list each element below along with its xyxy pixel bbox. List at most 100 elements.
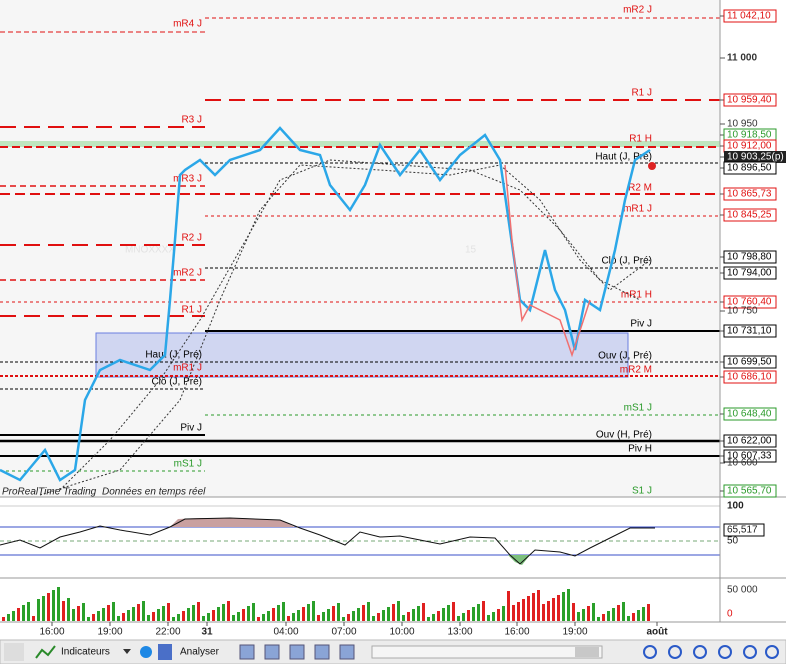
- price-box: [723, 250, 777, 264]
- price-label: 11 000: [727, 53, 757, 64]
- volume-bar: [517, 602, 520, 621]
- level-label: mR1 J: [173, 363, 202, 374]
- volume-bar: [257, 617, 260, 621]
- analyse-button[interactable]: Analyser: [180, 647, 220, 658]
- volume-bar: [132, 607, 135, 621]
- price-label: 10 896,50: [727, 163, 772, 174]
- volume-bar: [232, 615, 235, 621]
- volume-bar: [607, 611, 610, 621]
- volume-bar: [482, 601, 485, 621]
- tool-icon[interactable]: [264, 644, 280, 660]
- volume-bar: [102, 608, 105, 621]
- source: ProRealTime Trading: [2, 487, 97, 498]
- price-box: [723, 161, 777, 175]
- tool-icon[interactable]: [718, 645, 732, 659]
- price-line: [0, 126, 651, 482]
- price-label: 10 750: [727, 306, 758, 317]
- volume-bar: [337, 603, 340, 621]
- volume-bar: [362, 605, 365, 621]
- tool-icon[interactable]: [239, 644, 255, 660]
- volume-bar: [397, 601, 400, 621]
- level-label: R1 H: [629, 134, 652, 145]
- dropdown[interactable]: [123, 649, 131, 654]
- volume-bar: [512, 605, 515, 621]
- volume-bar: [247, 606, 250, 621]
- volume-bar: [497, 609, 500, 621]
- volume-bar: [287, 616, 290, 621]
- share-icon[interactable]: [140, 646, 152, 658]
- volume-bar: [142, 601, 145, 621]
- current-price-box: [724, 151, 786, 163]
- level-label: mR2 J: [623, 5, 652, 16]
- price-label: 10 865,73: [727, 189, 772, 200]
- volume-bar: [537, 590, 540, 621]
- order-marker[interactable]: [648, 162, 656, 170]
- watermark: MNOXXXX: [125, 245, 175, 256]
- time-label: 04:00: [273, 627, 298, 638]
- analyse-icon[interactable]: [158, 644, 172, 660]
- level-label: Ouv (H, Pré): [596, 430, 652, 441]
- button[interactable]: [4, 643, 24, 661]
- status: Données en temps réel: [102, 487, 206, 498]
- volume-bar: [52, 590, 55, 621]
- time-label: 07:00: [331, 627, 356, 638]
- volume-bar: [262, 614, 265, 621]
- tool-icon[interactable]: [693, 645, 707, 659]
- volume-bar: [282, 602, 285, 621]
- indicators-button[interactable]: Indicateurs: [61, 647, 110, 658]
- volume-bar: [237, 612, 240, 621]
- price-label: 10 622,00: [727, 436, 772, 447]
- volume-bar: [597, 617, 600, 621]
- volume-label: 0: [727, 609, 733, 620]
- tool-icon[interactable]: [339, 644, 355, 660]
- price-label: 10 686,10: [727, 372, 772, 383]
- tool-icon[interactable]: [643, 645, 657, 659]
- volume-bar: [642, 607, 645, 621]
- scrollbar[interactable]: [371, 645, 603, 659]
- price-box: [723, 449, 777, 463]
- volume-bar: [557, 595, 560, 621]
- scroll-thumb[interactable]: [575, 647, 599, 657]
- volume-label: 50 000: [727, 585, 758, 596]
- level-label: mR2 M: [620, 365, 652, 376]
- tool-icon[interactable]: [668, 645, 682, 659]
- volume-bar: [472, 607, 475, 621]
- volume-bar: [242, 609, 245, 621]
- volume-bar: [12, 611, 15, 621]
- tool-icon[interactable]: [743, 645, 757, 659]
- volume-bar: [417, 606, 420, 621]
- volume-bar: [647, 604, 650, 621]
- volume-bar: [272, 608, 275, 621]
- indicator-icon[interactable]: [35, 645, 56, 659]
- volume-bar: [452, 602, 455, 621]
- level-label: R1 J: [631, 88, 652, 99]
- price-box: [723, 434, 777, 448]
- volume-bar: [342, 617, 345, 621]
- price-box: [723, 484, 777, 498]
- volume-bar: [372, 616, 375, 621]
- price-box: [723, 208, 777, 222]
- indicator-box: [723, 523, 765, 537]
- volume-bar: [392, 604, 395, 621]
- level-label: mR1 J: [623, 204, 652, 215]
- indicator-label: 50: [727, 536, 739, 547]
- tool-icon[interactable]: [314, 644, 330, 660]
- volume-bar: [582, 609, 585, 621]
- price-label: 10 798,80: [727, 252, 772, 263]
- volume-bar: [317, 615, 320, 621]
- price-box: [723, 9, 777, 23]
- tool-icon[interactable]: [289, 644, 305, 660]
- volume-bar: [572, 603, 575, 621]
- level-label: mR2 J: [173, 268, 202, 279]
- time-label: 19:00: [97, 627, 122, 638]
- price-label: 10 699,50: [727, 357, 772, 368]
- volume-bar: [402, 615, 405, 621]
- volume-bar: [267, 611, 270, 621]
- price-label: 10 903,25(p): [727, 152, 784, 163]
- volume-bar: [547, 601, 550, 621]
- price-box: [723, 370, 777, 384]
- volume-bar: [42, 596, 45, 621]
- time-label: 16:00: [39, 627, 64, 638]
- volume-bar: [442, 608, 445, 621]
- tool-icon[interactable]: [765, 645, 779, 659]
